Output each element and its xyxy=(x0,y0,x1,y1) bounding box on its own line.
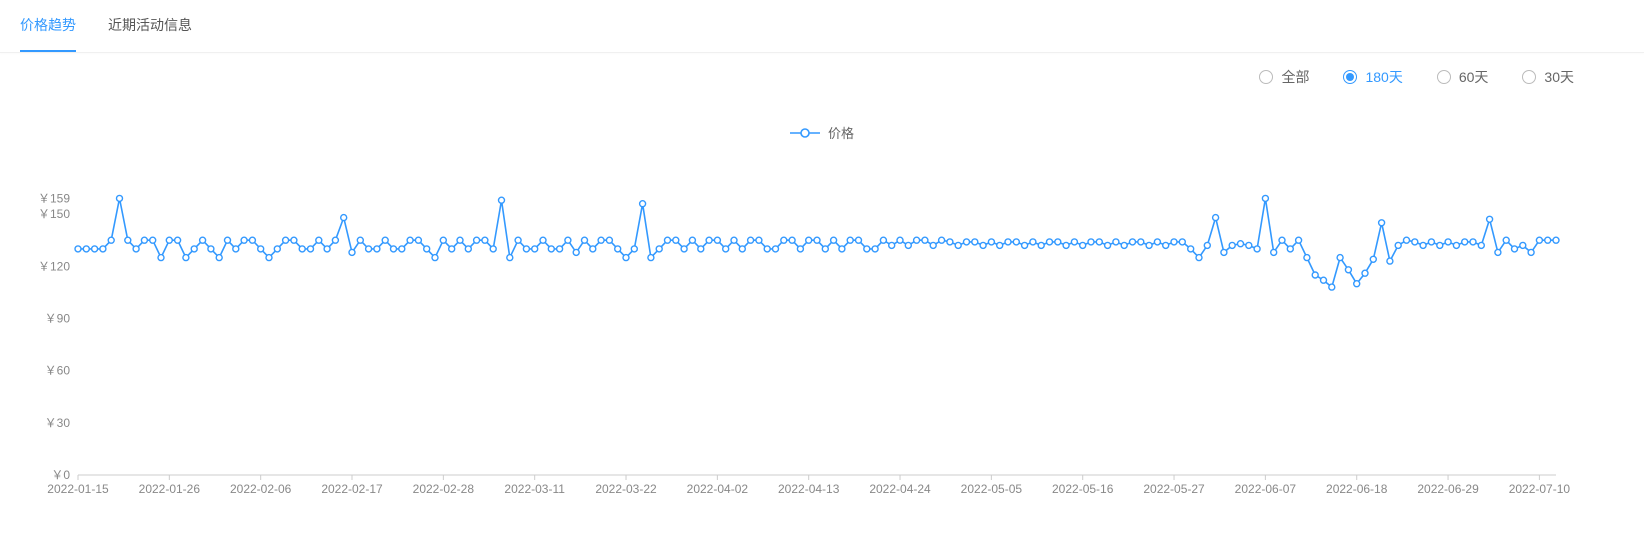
svg-text:￥120: ￥120 xyxy=(38,259,70,273)
chart-legend: 价格 xyxy=(0,87,1644,142)
svg-text:￥60: ￥60 xyxy=(45,364,71,378)
svg-text:2022-04-24: 2022-04-24 xyxy=(869,482,931,496)
legend-label: 价格 xyxy=(828,123,854,142)
tab-bar: 价格趋势 近期活动信息 xyxy=(0,0,1644,53)
svg-text:2022-06-07: 2022-06-07 xyxy=(1235,482,1297,496)
svg-text:2022-01-26: 2022-01-26 xyxy=(139,482,201,496)
svg-text:2022-05-27: 2022-05-27 xyxy=(1143,482,1205,496)
svg-text:2022-03-11: 2022-03-11 xyxy=(504,482,565,496)
svg-text:2022-07-10: 2022-07-10 xyxy=(1509,482,1571,496)
legend-swatch-icon xyxy=(790,126,820,140)
svg-text:￥159: ￥159 xyxy=(38,191,70,205)
chart-svg: ￥0 ￥30 ￥60 ￥90 ￥120 ￥150 ￥159 2022-01-15 2022-01… xyxy=(0,142,1644,515)
tab-recent-activity[interactable]: 近期活动信息 xyxy=(108,0,192,52)
range-option-label: 180天 xyxy=(1365,67,1402,87)
range-option-60d[interactable]: 60天 xyxy=(1437,67,1489,87)
tab-price-trend[interactable]: 价格趋势 xyxy=(20,0,76,52)
svg-text:2022-02-17: 2022-02-17 xyxy=(321,482,383,496)
svg-text:2022-04-13: 2022-04-13 xyxy=(778,482,840,496)
svg-text:￥0: ￥0 xyxy=(51,468,70,482)
svg-text:2022-04-02: 2022-04-02 xyxy=(687,482,749,496)
svg-text:2022-02-06: 2022-02-06 xyxy=(230,482,292,496)
tab-label: 近期活动信息 xyxy=(108,15,192,35)
range-option-label: 全部 xyxy=(1281,67,1309,87)
radio-icon xyxy=(1522,70,1536,84)
range-option-180d[interactable]: 180天 xyxy=(1343,67,1402,87)
svg-text:2022-05-05: 2022-05-05 xyxy=(961,482,1023,496)
svg-text:2022-03-22: 2022-03-22 xyxy=(595,482,657,496)
time-range-selector: 全部 180天 60天 30天 xyxy=(0,53,1644,87)
svg-text:￥30: ￥30 xyxy=(45,416,71,430)
tab-label: 价格趋势 xyxy=(20,15,76,35)
svg-text:2022-06-29: 2022-06-29 xyxy=(1417,482,1479,496)
radio-icon xyxy=(1437,70,1451,84)
svg-text:2022-05-16: 2022-05-16 xyxy=(1052,482,1114,496)
range-option-30d[interactable]: 30天 xyxy=(1522,67,1574,87)
range-option-label: 30天 xyxy=(1544,67,1574,87)
radio-icon xyxy=(1259,70,1273,84)
svg-text:￥90: ￥90 xyxy=(45,311,71,325)
svg-text:2022-06-18: 2022-06-18 xyxy=(1326,482,1388,496)
range-option-label: 60天 xyxy=(1459,67,1489,87)
range-option-all[interactable]: 全部 xyxy=(1259,67,1309,87)
svg-text:2022-01-15: 2022-01-15 xyxy=(47,482,109,496)
price-line-chart: ￥0 ￥30 ￥60 ￥90 ￥120 ￥150 ￥159 2022-01-15 2022-01… xyxy=(0,142,1644,518)
radio-icon xyxy=(1343,70,1357,84)
svg-text:2022-02-28: 2022-02-28 xyxy=(413,482,475,496)
svg-text:￥150: ￥150 xyxy=(38,207,70,221)
